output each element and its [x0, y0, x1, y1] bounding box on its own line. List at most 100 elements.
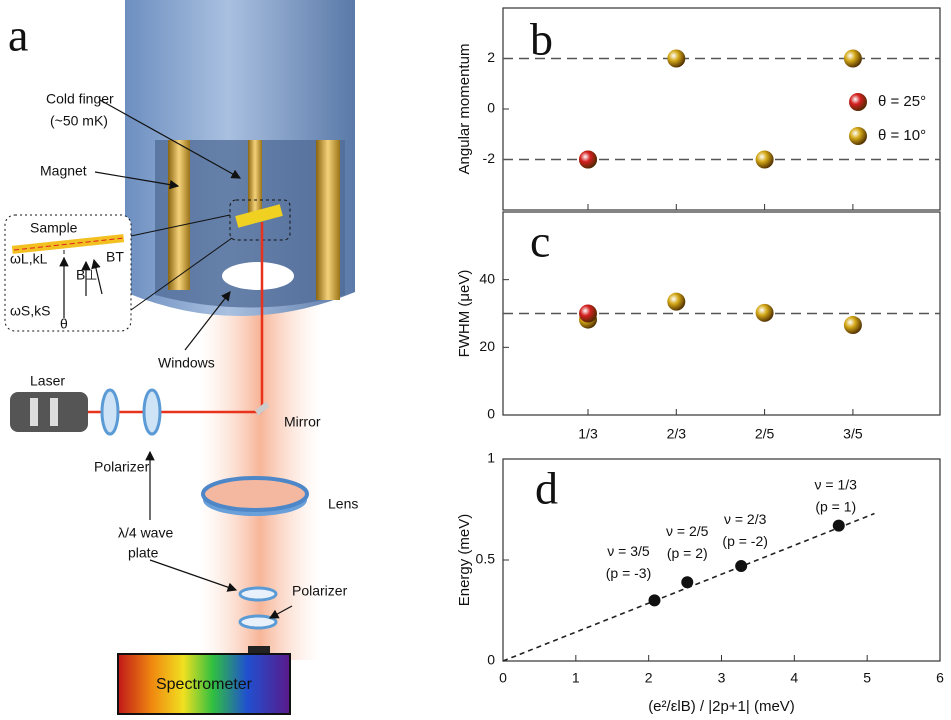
magnet-rod — [168, 140, 190, 290]
point — [735, 560, 748, 573]
panel-letter: b — [530, 14, 553, 65]
marker — [667, 292, 686, 311]
label: Polarizer — [292, 583, 348, 599]
label: Laser — [30, 373, 65, 389]
marker — [579, 150, 597, 169]
sample-box — [229, 199, 291, 241]
window — [222, 262, 294, 290]
point — [648, 594, 661, 607]
x-tick-label: 4 — [790, 670, 798, 686]
y-tick-label: 0 — [487, 406, 495, 422]
y-tick-label: 0.5 — [476, 551, 496, 567]
legend-marker — [849, 127, 867, 145]
panel-a-illustration: a Cold finger (~50 mK) Magnet Sample ωL,… — [4, 0, 358, 715]
y-tick-label: 20 — [479, 338, 495, 354]
x-tick-label: 1/3 — [578, 426, 598, 442]
label: Spectrometer — [156, 676, 253, 693]
x-axis-label: (e²/εlB) / |2p+1| (meV) — [648, 698, 795, 715]
label: Cold finger — [46, 91, 114, 107]
lens — [201, 476, 309, 512]
label: plate — [128, 545, 159, 561]
inset-sample — [11, 234, 125, 254]
spectrometer — [117, 653, 291, 715]
label-arrow — [149, 559, 238, 592]
panel-letter: d — [535, 463, 558, 514]
inset-axis — [13, 237, 125, 251]
x-tick-label: 0 — [499, 670, 507, 686]
inset-arrow — [91, 258, 103, 295]
laser — [10, 392, 88, 432]
inset-connector — [130, 214, 231, 237]
annotation: ν = 3/5 — [607, 543, 650, 559]
label: Mirror — [284, 414, 321, 430]
mirror — [254, 401, 270, 416]
plot-frame — [502, 7, 941, 211]
polarizer-optic — [100, 388, 120, 436]
label-arrow — [184, 291, 231, 351]
panel-letter: c — [530, 216, 550, 267]
plot-frame — [502, 458, 941, 662]
point — [681, 576, 694, 589]
label: λ/4 wave — [118, 525, 173, 541]
legend-label: θ = 25° — [878, 93, 926, 110]
y-tick-label: -2 — [483, 150, 496, 166]
symbol: ωL,kL — [10, 251, 48, 267]
cold-finger — [248, 140, 262, 220]
wave-plate-optic — [142, 388, 162, 436]
marker — [843, 316, 862, 335]
y-tick-label: 1 — [487, 450, 495, 466]
annotation: (p = 1) — [815, 498, 856, 514]
label: Windows — [158, 355, 215, 371]
x-tick-label: 2 — [645, 670, 653, 686]
symbol: ωS,kS — [10, 303, 51, 319]
x-tick-label: 2/5 — [755, 426, 775, 442]
panel-letter: a — [8, 10, 28, 61]
marker — [843, 49, 862, 68]
laser-ring — [30, 398, 38, 426]
y-tick-label: 0 — [487, 100, 495, 116]
laser-ring — [50, 398, 58, 426]
x-tick-label: 5 — [863, 670, 871, 686]
annotation: (p = 2) — [667, 545, 708, 561]
inset-connector — [130, 237, 233, 311]
label-arrow — [94, 171, 180, 190]
label: Polarizer — [94, 459, 150, 475]
x-tick-label: 1 — [572, 670, 580, 686]
annotation: (p = -2) — [722, 533, 768, 549]
label: Lens — [328, 496, 358, 512]
symbol: BT — [106, 249, 124, 265]
spectrometer-port — [248, 646, 270, 654]
point — [832, 519, 845, 532]
y-axis-label: FWHM (μeV) — [456, 270, 473, 358]
marker — [755, 303, 774, 322]
symbol: B⊥ — [76, 267, 98, 283]
polarizer-optic — [238, 614, 278, 630]
label: (~50 mK) — [50, 113, 108, 129]
annotation: ν = 1/3 — [815, 476, 858, 492]
marker — [667, 49, 686, 68]
label-arrow — [268, 605, 293, 619]
label: Sample — [30, 220, 78, 236]
annotation: ν = 2/3 — [724, 511, 767, 527]
y-axis-label: Energy (meV) — [456, 514, 473, 607]
x-tick-label: 3 — [718, 670, 726, 686]
x-tick-label: 3/5 — [843, 426, 863, 442]
symbol: θ — [60, 316, 68, 332]
polarizer-optic — [238, 586, 278, 602]
y-tick-label: 2 — [487, 49, 495, 65]
annotation: (p = -3) — [606, 565, 652, 581]
marker — [579, 304, 597, 323]
marker — [755, 150, 774, 169]
sample — [235, 204, 283, 228]
x-tick-label: 2/3 — [667, 426, 687, 442]
label-arrow — [99, 99, 242, 179]
x-tick-label: 6 — [936, 670, 944, 686]
y-tick-label: 40 — [479, 270, 495, 286]
y-tick-label: 0 — [487, 652, 495, 668]
magnet-rod — [316, 140, 340, 300]
legend-marker — [849, 93, 867, 111]
legend-label: θ = 10° — [878, 127, 926, 144]
label: Magnet — [40, 163, 87, 179]
y-axis-label: Angular momentum — [456, 44, 473, 175]
